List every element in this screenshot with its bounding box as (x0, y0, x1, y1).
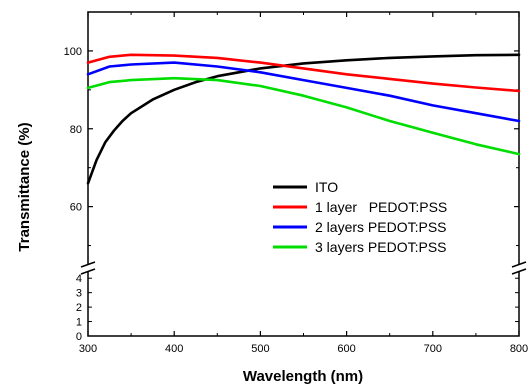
break-slash-upper-2 (511, 261, 527, 268)
series-layer (86, 53, 521, 185)
y-tick-label-lower: 1 (76, 317, 82, 329)
legend: ITO 1 layer PEDOT:PSS 2 layers PEDOT:PSS 3 … (273, 179, 447, 255)
x-tick-label: 800 (510, 343, 528, 355)
break-gap-2 (513, 265, 525, 271)
x-tick-label: 500 (251, 343, 269, 355)
break-slash-upper-1 (80, 261, 96, 268)
x-tick-label: 600 (337, 343, 355, 355)
series-line-1 (86, 53, 521, 185)
y-tick-label: 100 (64, 46, 82, 58)
x-axis-title: Wavelength (nm) (243, 368, 363, 385)
y-tick-label-lower: 0 (76, 331, 82, 343)
break-slash-lower-2 (511, 268, 527, 275)
break-slash-lower-1 (80, 268, 96, 275)
legend-label-4: 3 layers PEDOT:PSS (315, 239, 447, 255)
series-line-2 (86, 53, 521, 93)
y-tick-label-lower: 2 (76, 302, 82, 314)
x-tick-label: 700 (424, 343, 442, 355)
x-tick-label: 300 (79, 343, 97, 355)
axes-frame (87, 11, 520, 337)
legend-label-3: 2 layers PEDOT:PSS (315, 219, 447, 235)
x-tick-label: 400 (165, 343, 183, 355)
axis-break-marks (80, 261, 527, 275)
series-line-3 (86, 61, 521, 123)
y-tick-label-lower: 4 (76, 273, 82, 285)
y-tick-label: 80 (70, 124, 82, 136)
y-axis-ticks: 60 80 100 0 1 2 3 4 (64, 46, 519, 343)
legend-label-2: 1 layer PEDOT:PSS (315, 199, 447, 215)
plot-frame (87, 11, 520, 337)
y-tick-label-lower: 3 (76, 288, 82, 300)
x-axis-ticks: 300 400 500 600 700 800 (79, 12, 528, 355)
series-line-4 (86, 76, 521, 156)
legend-label-1: ITO (315, 179, 338, 195)
break-gap-1 (82, 265, 94, 271)
y-axis-title: Transmittance (%) (16, 122, 33, 251)
y-tick-label: 60 (70, 202, 82, 214)
